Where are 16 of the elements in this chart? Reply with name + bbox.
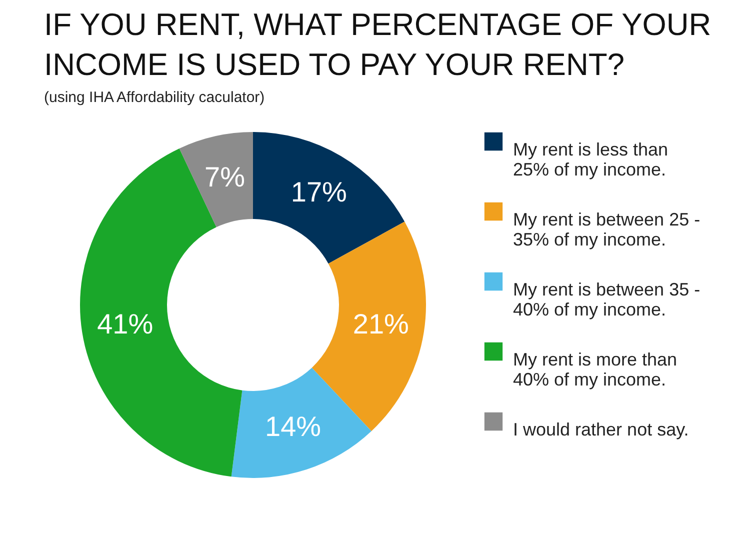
data-label: 14%	[264, 411, 322, 442]
data-label: 17%	[290, 176, 347, 208]
chart-subtitle: (using IHA Affordability caculator)	[44, 89, 265, 106]
data-label: 7%	[204, 162, 245, 193]
chart-title: IF YOU RENT, WHAT PERCENTAGE OF YOUR INCOME IS USED TO PAY YOUR RENT?	[44, 7, 712, 82]
donut-slice	[253, 132, 405, 264]
legend-label: My rent is more than 40% of my income.	[513, 350, 678, 390]
legend-label: My rent is between 35 - 40% of my income.	[513, 280, 700, 320]
donut-slice	[231, 368, 372, 478]
legend-label: My rent is less than 25% of my income.	[513, 140, 668, 180]
donut-slice	[179, 132, 253, 228]
data-label: 21%	[352, 308, 409, 340]
donut-slice	[80, 148, 242, 477]
legend-label: I would rather not say.	[513, 420, 689, 440]
legend-label: My rent is between 25 - 35% of my income.	[513, 210, 700, 250]
data-label: 41%	[97, 308, 154, 340]
